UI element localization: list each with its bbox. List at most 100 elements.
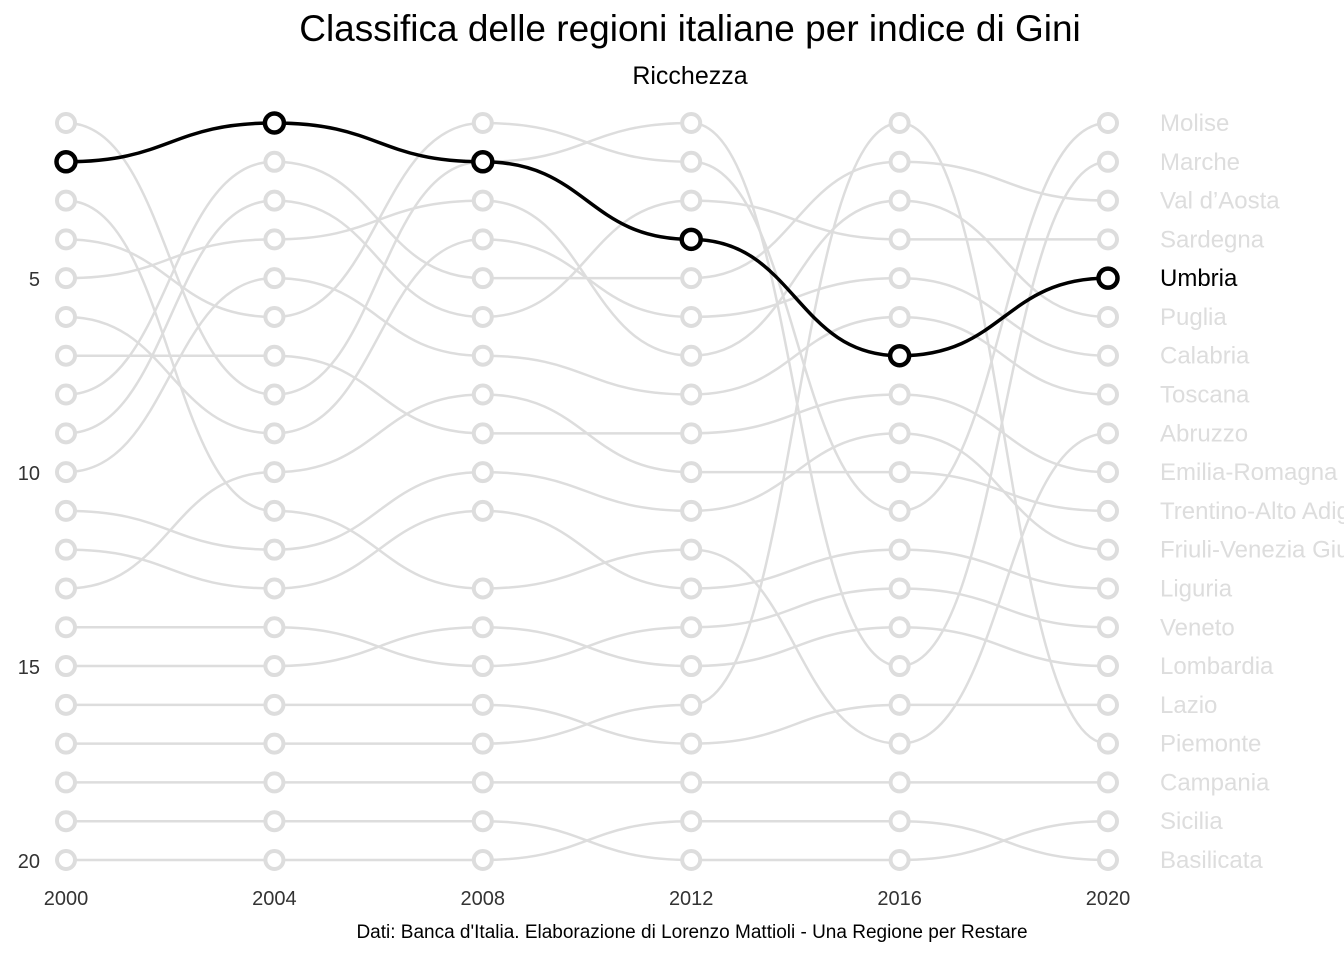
region-label-lombardia: Lombardia	[1160, 653, 1274, 680]
point-calabria-2000	[55, 305, 77, 328]
point-calabria-2012	[680, 305, 703, 328]
point-molise-2016	[888, 499, 911, 522]
region-label-liguria: Liguria	[1160, 575, 1233, 602]
series-line-emilia-romagna	[65, 354, 1109, 474]
series-line-piemonte	[66, 121, 1109, 745]
point-friuli-venezia-giulia-2020	[1097, 538, 1119, 561]
point-abruzzo-2016	[888, 732, 911, 755]
region-label-puglia: Puglia	[1160, 304, 1227, 331]
point-basilicata-2000	[55, 849, 77, 871]
y-tick-20: 20	[18, 851, 40, 873]
point-emilia-romagna-2012	[680, 422, 703, 445]
point-lombardia-2000	[55, 655, 77, 678]
y-tick-15: 15	[18, 657, 40, 679]
point-sicilia-2020	[1097, 810, 1119, 833]
point-campania-2000	[55, 771, 77, 794]
point-veneto-2008	[471, 655, 494, 678]
point-val-d-aosta-2004	[263, 150, 286, 173]
series-line-marche	[65, 121, 1109, 668]
region-label-toscana: Toscana	[1160, 382, 1250, 409]
point-calabria-2004	[263, 422, 286, 445]
point-emilia-romagna-2008	[471, 422, 494, 445]
point-basilicata-2020	[1097, 849, 1119, 871]
point-liguria-2016	[888, 538, 911, 561]
region-label-umbria: Umbria	[1160, 265, 1238, 292]
point-toscana-2012	[680, 383, 703, 406]
region-label-lazio: Lazio	[1160, 692, 1217, 719]
point-friuli-venezia-giulia-2016	[888, 422, 911, 445]
region-label-sicilia: Sicilia	[1160, 808, 1223, 835]
chart-subtitle: Ricchezza	[632, 62, 748, 90]
region-label-campania: Campania	[1160, 769, 1270, 796]
point-lazio-2016	[888, 693, 911, 716]
series-line-lombardia	[66, 626, 1109, 668]
point-puglia-2012	[680, 344, 703, 367]
point-trentino-alto-adige-2016	[888, 461, 911, 484]
x-tick-2000: 2000	[44, 888, 89, 910]
point-trentino-alto-adige-2012	[680, 461, 703, 484]
point-molise-2012	[680, 150, 703, 173]
point-toscana-2004	[263, 267, 286, 290]
x-tick-2004: 2004	[252, 888, 297, 910]
point-abruzzo-2012	[680, 538, 703, 561]
point-molise-2008	[471, 112, 494, 134]
point-campania-2012	[680, 771, 703, 794]
point-emilia-romagna-2000	[55, 344, 77, 367]
point-sicilia-2012	[680, 849, 703, 871]
series-line-liguria	[65, 509, 1109, 590]
point-liguria-2000	[55, 538, 77, 561]
point-umbria-2004	[262, 111, 287, 135]
point-liguria-2008	[471, 499, 494, 522]
series-line-basilicata	[66, 819, 1109, 862]
point-lombardia-2020	[1097, 655, 1119, 678]
region-label-sardegna: Sardegna	[1160, 226, 1265, 253]
x-tick-2016: 2016	[877, 888, 922, 910]
region-label-calabria: Calabria	[1160, 343, 1250, 370]
point-veneto-2020	[1097, 616, 1119, 639]
point-umbria-2020	[1096, 266, 1120, 290]
point-val-d-aosta-2020	[1097, 189, 1119, 212]
series-line-umbria	[65, 121, 1109, 358]
point-lombardia-2008	[471, 616, 494, 639]
point-sardegna-2020	[1097, 228, 1119, 251]
point-lazio-2004	[263, 693, 286, 716]
point-lombardia-2004	[263, 655, 286, 678]
series-line-toscana	[65, 276, 1109, 474]
point-puglia-2016	[888, 189, 911, 212]
point-piemonte-2016	[888, 112, 911, 134]
point-abruzzo-2000	[55, 189, 77, 212]
point-abruzzo-2008	[471, 577, 494, 600]
point-calabria-2008	[471, 228, 494, 251]
point-trentino-alto-adige-2000	[55, 577, 77, 600]
region-label-veneto: Veneto	[1160, 614, 1235, 641]
point-basilicata-2016	[888, 810, 911, 833]
point-emilia-romagna-2004	[263, 344, 286, 367]
point-sardegna-2008	[471, 305, 494, 328]
point-trentino-alto-adige-2020	[1097, 499, 1119, 522]
point-lazio-2000	[55, 693, 77, 716]
point-abruzzo-2004	[263, 499, 286, 522]
point-val-d-aosta-2012	[680, 267, 703, 290]
point-lazio-2008	[471, 693, 494, 716]
region-label-trentino-alto-adige: Trentino-Alto Adige	[1160, 498, 1344, 525]
point-molise-2020	[1097, 112, 1119, 134]
point-marche-2000	[55, 112, 77, 134]
point-piemonte-2008	[471, 732, 494, 755]
point-calabria-2016	[888, 267, 911, 290]
chart-title: Classifica delle regioni italiane per in…	[299, 8, 1081, 49]
point-friuli-venezia-giulia-2012	[680, 499, 703, 522]
series-line-trentino-alto-adige	[65, 393, 1109, 590]
point-val-d-aosta-2000	[55, 383, 77, 406]
series-line-abruzzo	[65, 199, 1109, 745]
point-umbria-2016	[887, 343, 912, 368]
series-line-veneto	[65, 587, 1109, 668]
point-sardegna-2016	[888, 228, 911, 251]
region-label-val-d-aosta: Val d’Aosta	[1160, 188, 1280, 215]
point-trentino-alto-adige-2004	[263, 461, 286, 484]
region-label-piemonte: Piemonte	[1160, 731, 1261, 758]
y-tick-10: 10	[18, 463, 40, 485]
point-sardegna-2004	[263, 189, 286, 212]
point-lombardia-2016	[888, 616, 911, 639]
point-friuli-venezia-giulia-2008	[471, 461, 494, 484]
point-veneto-2000	[55, 616, 77, 639]
